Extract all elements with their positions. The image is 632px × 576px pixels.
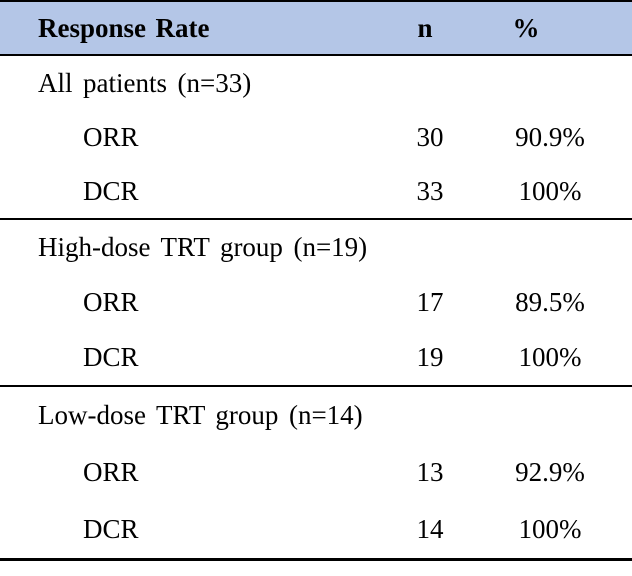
section-title-row: High-dose TRT group (n=19) — [0, 220, 632, 275]
section-low-dose: Low-dose TRT group (n=14) ORR 13 92.9% D… — [0, 387, 632, 561]
row-n-value: 19 — [416, 342, 444, 372]
table-row: ORR 17 89.5% — [0, 275, 632, 330]
table-row: ORR 30 90.9% — [0, 110, 632, 164]
row-percent-value: 90.9% — [515, 121, 585, 152]
section-title: High-dose TRT group (n=19) — [38, 232, 368, 262]
row-n-value: 14 — [416, 514, 444, 544]
section-all-patients: All patients (n=33) ORR 30 90.9% DCR 33 … — [0, 56, 632, 220]
table-row: DCR 19 100% — [0, 330, 632, 385]
row-label: ORR — [83, 457, 139, 487]
row-label: ORR — [83, 121, 139, 152]
row-label: DCR — [83, 175, 139, 206]
table-row: ORR 13 92.9% — [0, 444, 632, 501]
row-label: ORR — [83, 287, 139, 317]
row-n-value: 33 — [416, 175, 444, 206]
response-rate-table: Response Rate n % All patients (n=33) OR… — [0, 0, 632, 561]
header-cell-percent: % — [512, 12, 540, 43]
table-header-row: Response Rate n % — [0, 2, 632, 56]
section-title: Low-dose TRT group (n=14) — [38, 400, 363, 430]
row-n-value: 13 — [416, 457, 444, 487]
row-n-value: 17 — [416, 287, 444, 317]
row-n-value: 30 — [416, 121, 444, 152]
section-title-row: Low-dose TRT group (n=14) — [0, 387, 632, 444]
section-title-row: All patients (n=33) — [0, 56, 632, 110]
row-percent-value: 92.9% — [515, 457, 585, 487]
section-high-dose: High-dose TRT group (n=19) ORR 17 89.5% … — [0, 220, 632, 387]
header-cell-n: n — [417, 12, 433, 43]
row-percent-value: 89.5% — [515, 287, 585, 317]
row-percent-value: 100% — [518, 342, 582, 372]
section-title: All patients (n=33) — [38, 67, 252, 98]
table-row: DCR 33 100% — [0, 164, 632, 218]
row-percent-value: 100% — [518, 175, 582, 206]
row-percent-value: 100% — [518, 514, 582, 544]
table-row: DCR 14 100% — [0, 501, 632, 558]
row-label: DCR — [83, 514, 139, 544]
row-label: DCR — [83, 342, 139, 372]
header-cell-response-rate: Response Rate — [38, 12, 210, 43]
